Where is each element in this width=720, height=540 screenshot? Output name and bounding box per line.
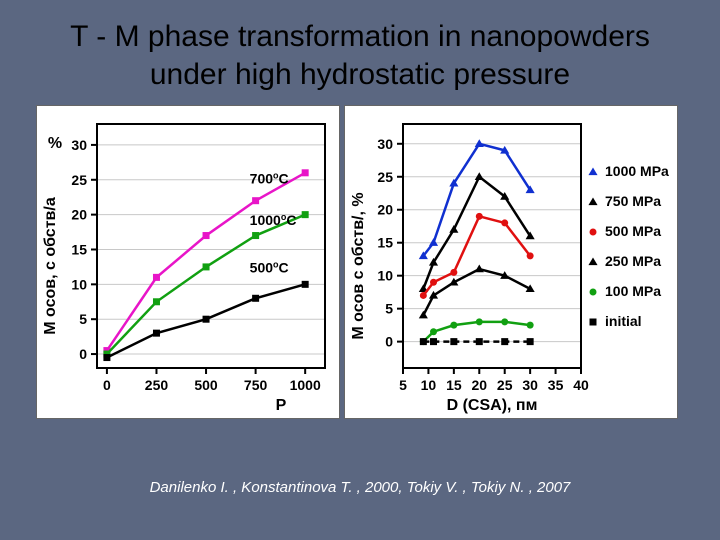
svg-text:M осов, с обств/а: M осов, с обств/а (42, 197, 59, 335)
svg-text:5: 5 (79, 311, 87, 327)
svg-text:250: 250 (145, 377, 169, 393)
charts-row: 02505007501000051015202530P%M осов, с об… (0, 105, 720, 419)
title-line-2: under high hydrostatic pressure (150, 58, 570, 91)
svg-text:700oC: 700oC (250, 170, 289, 186)
chart-left: 0 250 500 750 1000 0 5 10 15 20 25 30 P% M осов, с об… (36, 105, 340, 419)
svg-text:0: 0 (385, 334, 393, 350)
svg-text:D (CSA), пм: D (CSA), пм (447, 397, 538, 414)
svg-text:1000 MPa: 1000 MPa (605, 163, 669, 179)
svg-text:750: 750 (244, 377, 268, 393)
svg-text:20: 20 (71, 207, 87, 223)
svg-text:0: 0 (79, 346, 87, 362)
svg-text:35: 35 (548, 377, 564, 393)
svg-text:5: 5 (385, 301, 393, 317)
svg-text:500oC: 500oC (250, 259, 289, 275)
svg-text:1000: 1000 (290, 377, 321, 393)
svg-text:30: 30 (377, 136, 393, 152)
svg-text:initial: initial (605, 313, 642, 329)
svg-text:250 MPa: 250 MPa (605, 253, 661, 269)
svg-text:%: % (48, 135, 62, 152)
citation: Danilenko I. , Konstantinova T. , 2000, … (0, 479, 720, 496)
svg-text:25: 25 (377, 169, 393, 185)
svg-text:15: 15 (377, 235, 393, 251)
svg-text:15: 15 (71, 241, 87, 257)
svg-text:M осов с обств/, %: M осов с обств/, % (350, 192, 367, 339)
svg-text:40: 40 (573, 377, 589, 393)
svg-text:25: 25 (71, 172, 87, 188)
title-line-1: T - M phase transformation in nanopowder… (70, 20, 650, 53)
svg-text:25: 25 (497, 377, 513, 393)
svg-text:30: 30 (522, 377, 538, 393)
svg-text:15: 15 (446, 377, 462, 393)
svg-text:10: 10 (421, 377, 437, 393)
svg-text:5: 5 (399, 377, 407, 393)
page-title: T - M phase transformation in nanopowder… (0, 0, 720, 105)
svg-text:100 MPa: 100 MPa (605, 283, 661, 299)
svg-text:0: 0 (103, 377, 111, 393)
chart-right: 5 10 15 20 25 30 35 40 0 5 10 15 20 25 30 D (CSA), пм M … (344, 105, 678, 419)
svg-text:500: 500 (194, 377, 218, 393)
svg-text:30: 30 (71, 137, 87, 153)
svg-text:P: P (276, 397, 287, 414)
svg-text:20: 20 (471, 377, 487, 393)
svg-text:10: 10 (377, 268, 393, 284)
svg-text:500 MPa: 500 MPa (605, 223, 661, 239)
svg-text:750 MPa: 750 MPa (605, 193, 661, 209)
svg-text:1000oC: 1000oC (250, 212, 297, 228)
svg-text:10: 10 (71, 276, 87, 292)
svg-text:20: 20 (377, 202, 393, 218)
